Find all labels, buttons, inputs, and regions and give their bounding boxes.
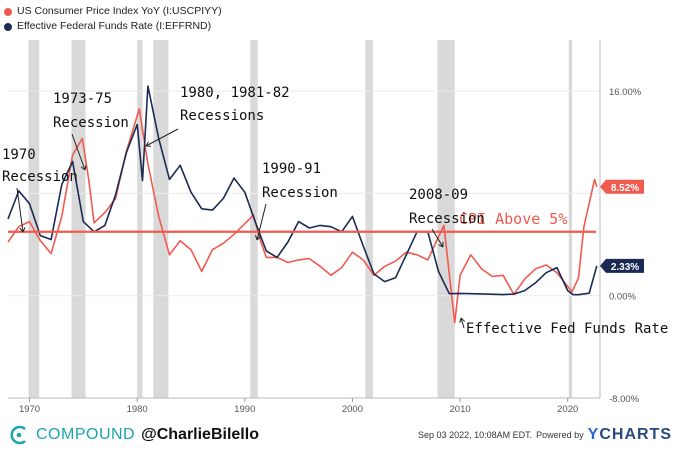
fed-funds-last-value-badge: 2.33% (600, 258, 644, 273)
annotation-1990-91: 1990-91 (262, 161, 321, 177)
cpi-series-line (7, 108, 598, 324)
cpi-last-value-badge: 8.52% (600, 179, 644, 194)
ycharts-logo[interactable]: YCHARTS (588, 426, 672, 444)
legend: US Consumer Price Index YoY (I:USCPIYY) … (4, 4, 222, 34)
value-badges: 8.52% 2.33% (600, 179, 644, 273)
annotation-arrow-1990-head (255, 235, 261, 241)
annotation-arrow-1970 (16, 187, 24, 233)
powered-by: Powered by (536, 430, 584, 440)
annotation-arrow-2008 (431, 228, 444, 248)
annotation-arrow-1973-head (80, 164, 87, 171)
compound-logo-icon (10, 425, 26, 445)
annotation-1970: 1970 (2, 147, 36, 163)
ycharts-logo-y: Y (587, 426, 600, 443)
x-tick-label: 1970 (19, 404, 40, 415)
y-tick-label: -8.00% (609, 394, 640, 405)
brand-name: COMPOUND (36, 426, 136, 443)
annotations: 1970 Recession 1973-75 Recession 1980, 1981-… (2, 85, 668, 337)
annotation-2008-recession: Recession (409, 211, 485, 227)
legend-dot-fed-funds (4, 22, 12, 31)
y-tick-label: 0.00% (609, 292, 636, 303)
author-handle[interactable]: @CharlieBilello (141, 426, 259, 443)
x-tick-label: 2010 (450, 404, 471, 415)
x-tick-label: 1990 (234, 404, 255, 415)
annotation-1980-81-82: 1980, 1981-82 (180, 85, 290, 101)
recession-band (153, 40, 169, 398)
legend-label-cpi: US Consumer Price Index YoY (I:USCPIYY) (17, 5, 222, 17)
grid (8, 90, 600, 399)
recession-band (365, 40, 373, 398)
annotation-arrow-1980 (145, 128, 179, 147)
recession-band (137, 40, 143, 398)
annotation-1973-recession: Recession (53, 115, 129, 131)
annotation-arrow-1980-head (145, 141, 152, 147)
fed-funds-last-value-badge-text: 2.33% (611, 262, 639, 273)
annotation-arrow-1973 (71, 133, 86, 171)
recession-band (28, 40, 40, 398)
fed-funds-last-value-badge-bg (600, 258, 644, 273)
recession-band (568, 40, 573, 398)
annotation-1973-75: 1973-75 (53, 91, 112, 107)
annotation-1980-recessions: Recessions (180, 108, 264, 124)
annotation-arrow-1990 (256, 203, 267, 241)
timestamp: Sep 03 2022, 10:08AM EDT. (418, 430, 533, 440)
threshold: CPI Above 5% (8, 210, 596, 233)
cpi-last-value-badge-bg (600, 179, 644, 194)
annotation-1970-recession: Recession (2, 169, 78, 185)
legend-dot-cpi (4, 7, 12, 16)
x-tick-label: 2020 (557, 404, 578, 415)
x-tick-label: 1980 (127, 404, 148, 415)
annotation-arrow-fed (460, 317, 465, 329)
annotation-arrow-1970-head (19, 227, 26, 233)
cpi-last-value-badge-text: 8.52% (611, 183, 639, 194)
footer-credit: Sep 03 2022, 10:08AM EDT. Powered by YCH… (418, 426, 672, 444)
recession-band (71, 40, 86, 398)
ycharts-logo-rest: CHARTS (599, 426, 672, 443)
footer-brand: COMPOUND @CharlieBilello (8, 424, 259, 446)
threshold-label: CPI Above 5% (459, 210, 567, 228)
annotation-1990-recession: Recession (262, 185, 338, 201)
annotation-fed-funds-rate: Effective Fed Funds Rate (466, 321, 668, 337)
legend-label-fed-funds: Effective Federal Funds Rate (I:EFFRND) (17, 20, 212, 32)
axes: 16.00% 0.00% -8.00% 1970 1980 1990 2000 2010 202… (8, 40, 642, 415)
recession-band (437, 40, 455, 398)
x-tick-label: 2000 (342, 404, 363, 415)
annotation-arrow-2008-head (438, 241, 444, 248)
annotation-arrow-fed-head (459, 317, 466, 323)
y-tick-label: 16.00% (609, 87, 642, 98)
legend-item-fed-funds[interactable]: Effective Federal Funds Rate (I:EFFRND) (4, 19, 222, 34)
legend-item-cpi[interactable]: US Consumer Price Index YoY (I:USCPIYY) (4, 4, 222, 19)
annotation-2008-09: 2008-09 (409, 187, 468, 203)
